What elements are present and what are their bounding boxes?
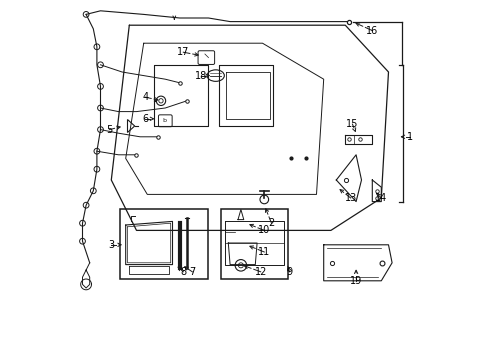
Text: 9: 9 [286,267,292,277]
Text: 12: 12 [254,267,266,277]
Text: 11: 11 [258,247,270,257]
Bar [120,209,208,279]
Text: 7: 7 [189,267,195,277]
Text: 2: 2 [268,218,274,228]
Text: 5: 5 [106,125,112,135]
Text: 15: 15 [346,119,358,129]
Text: 1: 1 [406,132,412,142]
Text: b: b [162,118,166,123]
Text: 3: 3 [108,240,114,250]
Text: 14: 14 [374,193,386,203]
Text: 19: 19 [349,276,362,286]
Bar [221,209,287,279]
Text: 13: 13 [344,193,356,203]
Text: 8: 8 [180,267,186,277]
Text: 6: 6 [142,114,148,124]
Text: 10: 10 [258,225,270,235]
Text: 17: 17 [177,47,189,57]
Text: 18: 18 [195,71,207,81]
Text: 16: 16 [366,26,378,36]
Text: 4: 4 [142,92,148,102]
